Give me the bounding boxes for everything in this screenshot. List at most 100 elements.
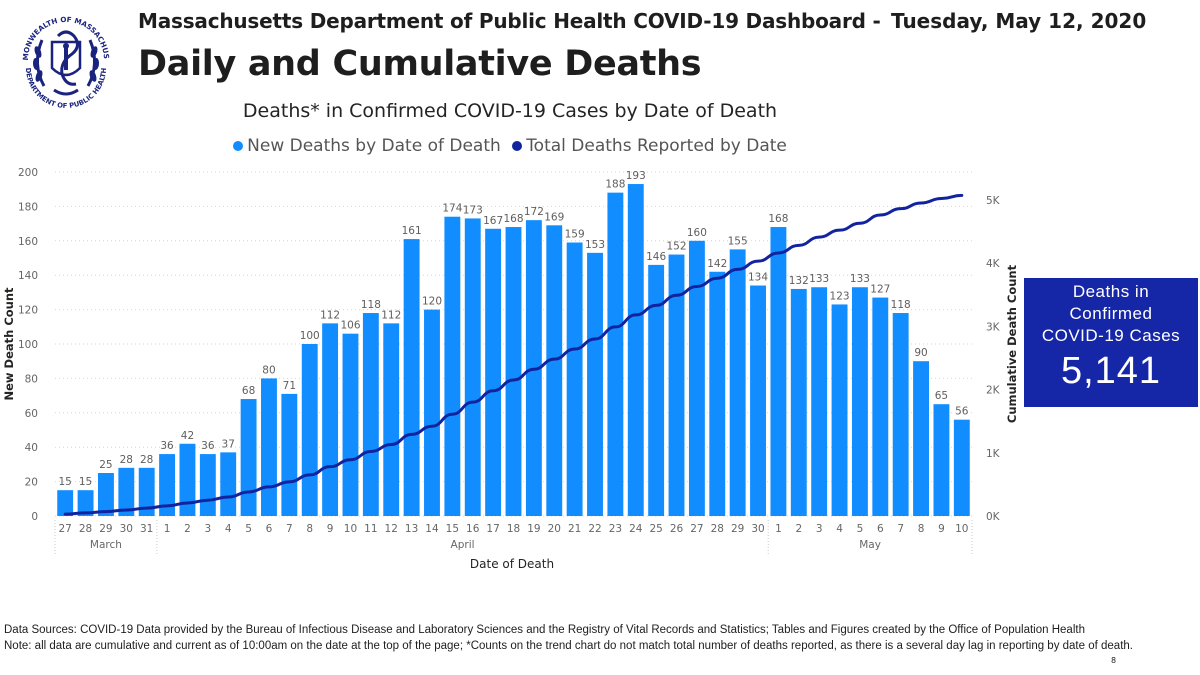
bar-value-label: 159: [565, 229, 585, 241]
bar-30[interactable]: [668, 254, 685, 516]
bar-31[interactable]: [688, 240, 705, 517]
kpi-card-total-deaths: Deaths in Confirmed COVID-19 Cases 5,141: [1024, 278, 1198, 407]
bar-value-label: 56: [955, 406, 969, 418]
x-tick-label: 24: [629, 523, 643, 535]
bar-value-label: 169: [544, 211, 564, 223]
bar-24[interactable]: [546, 225, 563, 516]
bar-9[interactable]: [240, 399, 257, 516]
right-axis-ticks: 0K 1K 2K 3K 4K 5K: [986, 195, 1001, 523]
bar-4[interactable]: [138, 467, 155, 516]
bar-value-label: 118: [361, 299, 381, 311]
bar-value-label: 28: [120, 454, 133, 466]
bar-32[interactable]: [709, 271, 726, 516]
x-tick-label: 9: [938, 523, 945, 535]
x-tick-label: 13: [405, 523, 418, 535]
bar-5[interactable]: [159, 454, 176, 516]
bar-value-label: 167: [483, 215, 503, 227]
bar-value-label: 15: [79, 476, 92, 488]
x-tick-label: 15: [446, 523, 459, 535]
x-tick-label: 8: [918, 523, 925, 535]
x-tick-label: 19: [527, 523, 540, 535]
bar-value-label: 133: [809, 273, 829, 285]
footer-notes: Data Sources: COVID-19 Data provided by …: [4, 622, 1194, 654]
x-tick-label: 30: [751, 523, 764, 535]
bar-16[interactable]: [383, 323, 400, 516]
bar-26[interactable]: [587, 252, 603, 516]
x-tick-label: 21: [568, 523, 581, 535]
bar-value-label: 120: [422, 296, 442, 308]
legend-item-total-deaths[interactable]: Total Deaths Reported by Date: [512, 136, 787, 156]
kpi-label: Deaths in Confirmed COVID-19 Cases: [1024, 278, 1198, 347]
bar-29[interactable]: [648, 264, 665, 516]
page-number: 8: [1111, 656, 1117, 665]
x-tick-label: 23: [609, 523, 622, 535]
bar-44[interactable]: [953, 419, 970, 516]
bar-34[interactable]: [750, 285, 766, 516]
legend-item-new-deaths[interactable]: New Deaths by Date of Death: [233, 136, 501, 156]
bar-value-label: 161: [402, 225, 422, 237]
bar-22[interactable]: [505, 227, 522, 517]
bar-value-label: 28: [140, 454, 153, 466]
bar-value-label: 112: [320, 309, 340, 321]
bar-value-label: 71: [283, 380, 296, 392]
bar-value-label: 133: [850, 273, 870, 285]
bar-8[interactable]: [220, 452, 237, 516]
bar-42[interactable]: [913, 361, 930, 516]
bar-40[interactable]: [872, 297, 889, 516]
bar-value-label: 172: [524, 206, 544, 218]
bar-15[interactable]: [362, 313, 379, 516]
x-tick-label: 16: [466, 523, 480, 535]
left-axis-ticks: 0 20 40 60 80 100 120 140 160 180 200: [18, 167, 38, 523]
bar-value-label: 160: [687, 227, 707, 239]
x-tick-label: 8: [306, 523, 313, 535]
bar-28[interactable]: [627, 184, 644, 517]
bar-11[interactable]: [281, 393, 298, 516]
bar-0[interactable]: [57, 490, 74, 516]
bar-2[interactable]: [97, 473, 114, 516]
bar-value-label: 65: [935, 390, 948, 402]
y2-tick-label: 0K: [986, 511, 1001, 523]
bar-value-label: 174: [442, 203, 462, 215]
x-tick-label: 4: [836, 523, 843, 535]
x-tick-label: 2: [795, 523, 802, 535]
y2-tick-label: 4K: [986, 258, 1001, 270]
bar-43[interactable]: [933, 404, 950, 516]
bar-7[interactable]: [199, 454, 216, 516]
bar-36[interactable]: [790, 288, 807, 516]
bar-35[interactable]: [770, 227, 787, 517]
bar-10[interactable]: [261, 378, 277, 516]
data-sources-note: Data Sources: COVID-19 Data provided by …: [4, 624, 1085, 636]
bar-3[interactable]: [118, 467, 135, 516]
month-label: May: [859, 539, 881, 551]
x-tick-label: 31: [140, 523, 153, 535]
bar-12[interactable]: [301, 344, 318, 516]
bar-25[interactable]: [566, 242, 583, 516]
bar-39[interactable]: [851, 287, 868, 516]
bar-14[interactable]: [342, 333, 359, 516]
bar-33[interactable]: [729, 249, 746, 516]
bar-13[interactable]: [322, 323, 339, 516]
chart-title: Deaths* in Confirmed COVID-19 Cases by D…: [242, 100, 778, 122]
bar-1[interactable]: [77, 490, 94, 516]
bar-6[interactable]: [179, 443, 196, 516]
bar-17[interactable]: [403, 239, 420, 516]
bar-20[interactable]: [464, 218, 481, 516]
bar-21[interactable]: [485, 228, 502, 516]
x-tick-label: 4: [225, 523, 232, 535]
bar-38[interactable]: [831, 304, 848, 516]
bar-value-label: 146: [646, 251, 666, 263]
x-tick-label: 10: [955, 523, 968, 535]
x-tick-label: 27: [690, 523, 703, 535]
bar-37[interactable]: [811, 287, 828, 516]
bar-value-label: 118: [891, 299, 911, 311]
bar-19[interactable]: [444, 216, 461, 516]
bar-27[interactable]: [607, 192, 624, 516]
bar-series-new-deaths: [57, 184, 970, 517]
bar-value-label: 25: [99, 459, 112, 471]
bar-18[interactable]: [424, 309, 440, 516]
y2-tick-label: 5K: [986, 195, 1001, 207]
bar-value-label: 90: [914, 347, 927, 359]
kpi-value: 5,141: [1060, 350, 1162, 392]
bar-41[interactable]: [892, 313, 909, 516]
